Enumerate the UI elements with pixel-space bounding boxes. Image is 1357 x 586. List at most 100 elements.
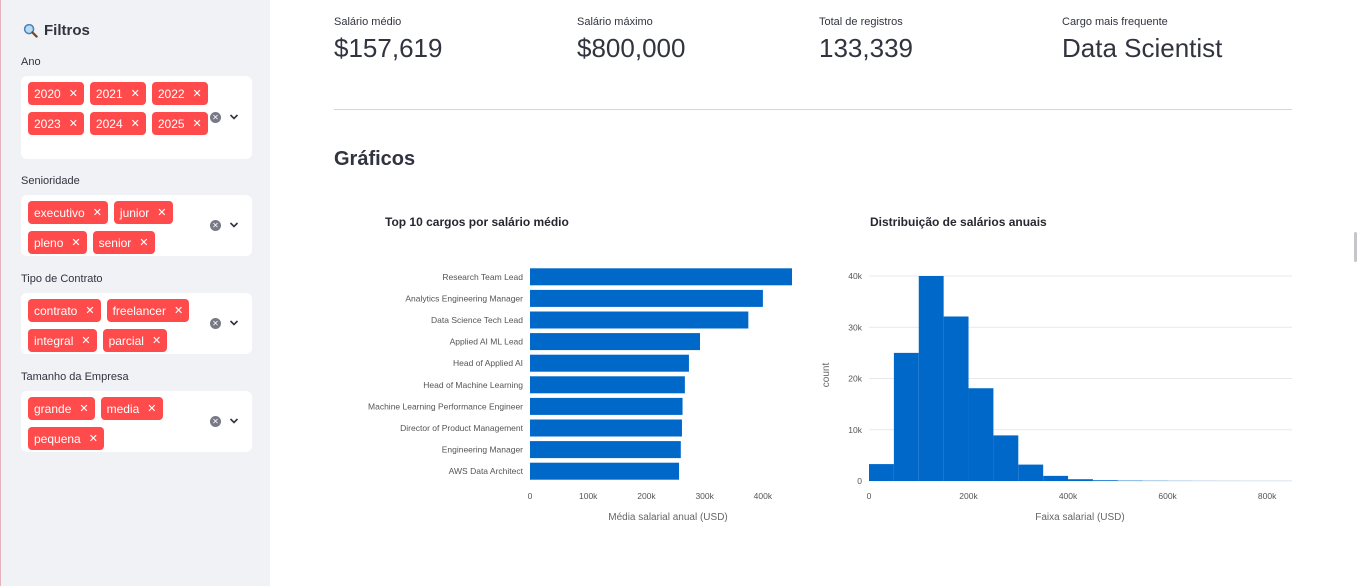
chevron-down-icon[interactable] [229, 112, 239, 122]
remove-chip-icon[interactable]: ✕ [71, 237, 81, 249]
remove-chip-icon[interactable]: ✕ [157, 207, 167, 219]
remove-chip-icon[interactable]: ✕ [92, 207, 102, 219]
histogram-bar [893, 352, 919, 481]
remove-chip-icon[interactable]: ✕ [147, 403, 157, 415]
metric-salario-medio: Salário médio $157,619 [334, 16, 442, 64]
chip[interactable]: media ✕ [100, 397, 163, 420]
chevron-down-icon[interactable] [229, 220, 239, 230]
remove-chip-icon[interactable]: ✕ [68, 88, 78, 100]
x-tick-label: 300k [695, 491, 714, 501]
bar [530, 376, 685, 394]
remove-chip-icon[interactable]: ✕ [130, 118, 140, 130]
x-tick-label: 100k [579, 491, 598, 501]
histogram-bar [993, 435, 1019, 481]
metric-label: Salário máximo [577, 16, 653, 28]
remove-chip-icon[interactable]: ✕ [79, 403, 89, 415]
remove-chip-icon[interactable]: ✕ [173, 305, 184, 317]
multiselect-ano[interactable]: 2020 ✕ 2021 ✕ 2022 ✕ 2023 ✕ 2024 ✕ 2025 ✕ ✕ [21, 76, 252, 159]
metric-value: 133,339 [819, 33, 913, 63]
y-tick-label: AWS Data Architect [449, 466, 524, 476]
bar [530, 268, 792, 286]
chip[interactable]: pleno ✕ [28, 231, 87, 254]
histogram-bar [918, 276, 944, 481]
y-tick-label: 40k [848, 271, 862, 281]
chip[interactable]: freelancer ✕ [106, 299, 190, 322]
x-tick-label: 400k [754, 491, 773, 501]
chip[interactable]: executivo ✕ [28, 201, 108, 224]
y-axis-label: count [821, 363, 832, 388]
y-tick-label: 20k [848, 374, 862, 384]
remove-chip-icon[interactable]: ✕ [68, 118, 78, 130]
multiselect-tipo-contrato[interactable]: contrato ✕ freelancer ✕ integral ✕ parcial ✕… [21, 293, 252, 354]
chip[interactable]: 2021 ✕ [89, 82, 146, 105]
bar [530, 289, 763, 307]
x-tick-label: 800k [1258, 491, 1277, 501]
multiselect-tamanho-empresa[interactable]: grande ✕ media ✕ pequena ✕ ✕ [21, 391, 252, 452]
x-tick-label: 200k [959, 491, 978, 501]
chip[interactable]: grande ✕ [28, 397, 95, 420]
chip[interactable]: 2024 ✕ [89, 112, 146, 135]
chip[interactable]: contrato ✕ [28, 299, 101, 322]
remove-chip-icon[interactable]: ✕ [88, 433, 98, 445]
multiselect-senioridade[interactable]: executivo ✕ junior ✕ pleno ✕ senior ✕ ✕ [21, 195, 252, 256]
clear-all-icon[interactable]: ✕ [210, 416, 221, 427]
chip[interactable]: 2023 ✕ [28, 112, 84, 135]
y-tick-label: 0 [857, 476, 862, 486]
chevron-down-icon[interactable] [229, 318, 239, 328]
metric-total-registros: Total de registros 133,339 [819, 16, 913, 64]
histogram-chart: 0 10k 20k 30k 40k 0 200k 400k 600k 800k Faixa sala… [821, 271, 1292, 523]
scrollbar[interactable] [1354, 232, 1357, 262]
x-tick-label: 0 [867, 491, 872, 501]
histogram-bar [1068, 479, 1093, 481]
filter-label-tamanho-empresa: Tamanho da Empresa [21, 371, 129, 383]
chip[interactable]: parcial ✕ [102, 329, 168, 352]
remove-chip-icon[interactable]: ✕ [192, 118, 202, 130]
chip[interactable]: 2020 ✕ [28, 82, 84, 105]
remove-chip-icon[interactable]: ✕ [192, 88, 202, 100]
remove-chip-icon[interactable]: ✕ [130, 88, 140, 100]
sidebar-title-text: Filtros [44, 22, 90, 39]
chart-title: Distribuição de salários anuais [870, 215, 1047, 229]
y-tick-label: Engineering Manager [442, 445, 523, 455]
chip-list: executivo ✕ junior ✕ pleno ✕ senior ✕ [28, 201, 208, 254]
chip[interactable]: 2025 ✕ [151, 112, 208, 135]
remove-chip-icon[interactable]: ✕ [85, 305, 95, 317]
y-tick-label: Head of Applied AI [453, 358, 523, 368]
y-tick-label: Head of Machine Learning [423, 380, 523, 390]
y-tick-label: Applied AI ML Lead [450, 337, 524, 347]
bar [530, 333, 701, 351]
filter-label-ano: Ano [21, 56, 41, 68]
remove-chip-icon[interactable]: ✕ [151, 335, 162, 347]
x-tick-label: 400k [1059, 491, 1078, 501]
chip[interactable]: junior ✕ [113, 201, 173, 224]
chip-list: grande ✕ media ✕ pequena ✕ [28, 397, 208, 450]
chip[interactable]: 2022 ✕ [151, 82, 208, 105]
chevron-down-icon[interactable] [229, 416, 239, 426]
chart-title: Top 10 cargos por salário médio [385, 215, 569, 229]
x-axis-label: Faixa salarial (USD) [1035, 512, 1124, 523]
clear-all-icon[interactable]: ✕ [210, 220, 221, 231]
remove-chip-icon[interactable]: ✕ [81, 335, 91, 347]
chip-list: contrato ✕ freelancer ✕ integral ✕ parcial ✕ [28, 299, 208, 352]
metric-value: $157,619 [334, 33, 443, 63]
x-tick-label: 600k [1158, 491, 1177, 501]
x-tick-label: 0 [528, 491, 533, 501]
chip[interactable]: integral ✕ [28, 329, 97, 352]
histogram-bar [1092, 480, 1118, 481]
y-tick-label: Analytics Engineering Manager [405, 293, 523, 303]
histogram-bar [968, 388, 994, 481]
sidebar: Filtros Ano 2020 ✕ 2021 ✕ 2022 ✕ 2023 ✕ 2024… [0, 0, 270, 586]
remove-chip-icon[interactable]: ✕ [139, 237, 149, 249]
metric-label: Salário médio [334, 16, 402, 28]
bar [530, 311, 749, 329]
magnifier-icon [23, 23, 38, 38]
clear-all-icon[interactable]: ✕ [210, 318, 221, 329]
chip[interactable]: senior ✕ [92, 231, 155, 254]
x-tick-label: 200k [637, 491, 656, 501]
metric-value: Data Scientist [1062, 33, 1223, 63]
bar [530, 354, 689, 372]
filter-label-tipo-contrato: Tipo de Contrato [21, 273, 103, 285]
clear-all-icon[interactable]: ✕ [210, 112, 221, 123]
chip[interactable]: pequena ✕ [28, 427, 104, 450]
